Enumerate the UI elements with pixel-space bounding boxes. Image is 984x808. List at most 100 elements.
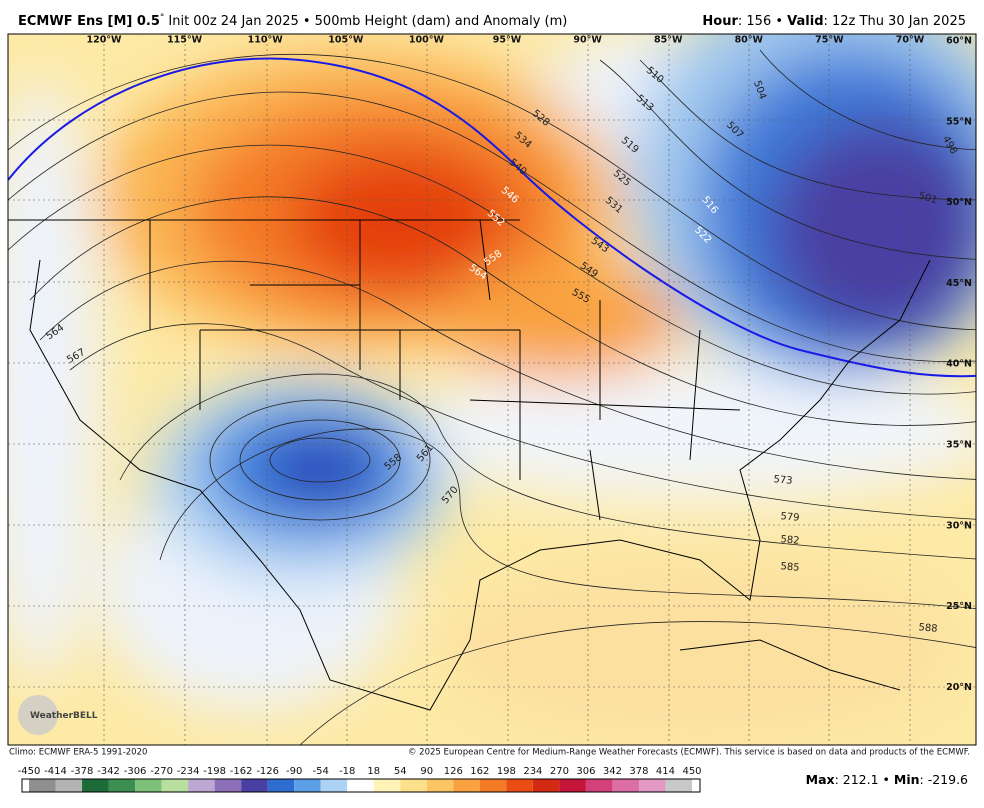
contour-label: 588	[918, 622, 938, 635]
hour-label: Hour	[702, 14, 738, 29]
latitude-label: 55°N	[946, 116, 972, 127]
logo-text: WeatherBELL	[30, 711, 98, 721]
colorbar-swatch	[426, 779, 454, 792]
longitude-label: 95°W	[493, 35, 522, 46]
colorbar-swatch	[638, 779, 666, 792]
map-area: 5105135075045195255315285345405465525585…	[8, 34, 976, 745]
colorbar-swatch	[214, 779, 242, 792]
valid-info: Hour: 156 • Valid: 12z Thu 30 Jan 2025	[702, 14, 966, 29]
latitude-label: 45°N	[946, 278, 972, 289]
colorbar-frame	[21, 778, 701, 793]
colorbar-tick-label: 18	[367, 766, 380, 777]
max-min: Max: 212.1 • Min: -219.6	[806, 772, 968, 787]
contour-540	[8, 57, 976, 378]
longitude-label: 115°W	[167, 35, 203, 46]
colorbar-swatch	[665, 779, 692, 792]
max-label: Max	[806, 772, 835, 787]
longitude-label: 90°W	[573, 35, 602, 46]
valid-label: Valid	[787, 14, 823, 29]
colorbar-swatch	[188, 779, 215, 792]
latitude-label: 30°N	[946, 520, 972, 531]
colorbar-tick-label: -54	[313, 766, 329, 777]
colorbar-tick-label: 450	[682, 766, 701, 777]
colorbar-tick-label: 54	[394, 766, 407, 777]
colorbar-swatch	[347, 779, 374, 792]
colorbar-tick-label: -306	[124, 766, 147, 777]
climo-note: Climo: ECMWF ERA-5 1991-2020	[9, 748, 147, 758]
colorbar-swatch	[479, 779, 507, 792]
boundaries	[8, 219, 931, 711]
latitude-label: 40°N	[946, 359, 972, 370]
title: ECMWF Ens [M] 0.5° Init 00z 24 Jan 2025 •…	[18, 13, 567, 29]
colorbar-tick-label: -414	[44, 766, 67, 777]
longitude-label: 75°W	[815, 35, 844, 46]
anomaly-shading	[8, 34, 976, 740]
contour-label: 579	[780, 511, 800, 524]
colorbar-tick-label: -198	[203, 766, 226, 777]
colorbar-swatch	[82, 779, 109, 792]
colorbar-tick-label: 162	[470, 766, 489, 777]
max-value: : 212.1 •	[835, 772, 894, 787]
colorbar-tick-label: 198	[497, 766, 516, 777]
map-frame	[7, 33, 977, 746]
colorbar-tick-label: 234	[523, 766, 542, 777]
hour-value: : 156 •	[738, 14, 787, 29]
colorbar-swatch	[612, 779, 639, 792]
colorbar-swatch	[108, 779, 136, 792]
colorbar-tick-label: 270	[550, 766, 569, 777]
height-contours	[8, 49, 976, 745]
latitude-label: 25°N	[946, 601, 972, 612]
colorbar-tick-label: 306	[576, 766, 595, 777]
min-value: : -219.6	[920, 772, 969, 787]
degree: °	[160, 13, 165, 23]
colorbar-tick-label: 414	[656, 766, 675, 777]
longitude-label: 120°W	[86, 35, 122, 46]
colorbar-tick-label: -450	[18, 766, 41, 777]
model: ECMWF Ens [M] 0.5	[18, 14, 160, 29]
latitude-label: 50°N	[946, 197, 972, 208]
colorbar-tick-label: -378	[71, 766, 94, 777]
colorbar-swatch	[135, 779, 162, 792]
colorbar-swatch	[294, 779, 321, 792]
longitude-label: 80°W	[735, 35, 764, 46]
longitude-label: 70°W	[896, 35, 925, 46]
latitude-label: 60°N	[946, 36, 972, 47]
longitude-label: 110°W	[248, 35, 284, 46]
colorbar-swatch	[453, 779, 480, 792]
colorbar-swatch	[559, 779, 586, 792]
colorbar-tick-label: -126	[256, 766, 279, 777]
graticule	[8, 34, 976, 745]
colorbar-swatch	[161, 779, 189, 792]
contour-label: 573	[773, 474, 793, 487]
latitude-label: 20°N	[946, 682, 972, 693]
colorbar-tick-label: -162	[230, 766, 253, 777]
latitude-label: 35°N	[946, 440, 972, 451]
colorbar-tick-label: 126	[444, 766, 463, 777]
colorbar-tick-label: -90	[286, 766, 302, 777]
colorbar-swatch	[55, 779, 83, 792]
colorbar-swatch	[400, 779, 427, 792]
colorbar-tick-label: -342	[97, 766, 120, 777]
colorbar-tick-label: 378	[629, 766, 648, 777]
contour-label: 501	[917, 191, 938, 207]
colorbar-swatch	[373, 779, 401, 792]
contour-label: 585	[780, 561, 800, 574]
valid-value: : 12z Thu 30 Jan 2025	[824, 14, 967, 29]
colorbar-swatch	[320, 779, 348, 792]
description: Init 00z 24 Jan 2025 • 500mb Height (dam…	[168, 14, 567, 29]
contour-label: 582	[780, 534, 800, 547]
colorbar-swatch	[241, 779, 268, 792]
colorbar-swatch	[506, 779, 533, 792]
colorbar-swatch	[267, 779, 295, 792]
colorbar-swatch	[585, 779, 613, 792]
colorbar-tick-label: 90	[420, 766, 433, 777]
colorbar-tick-label: -18	[339, 766, 355, 777]
colorbar-tick-label: -270	[150, 766, 173, 777]
copyright: © 2025 European Centre for Medium-Range …	[408, 748, 970, 758]
longitude-label: 85°W	[654, 35, 683, 46]
min-label: Min	[894, 772, 920, 787]
colorbar: -450 -414 -378 -342 -306 -270 -234 -198 -162 -126…	[18, 766, 702, 793]
longitude-label: 105°W	[328, 35, 364, 46]
